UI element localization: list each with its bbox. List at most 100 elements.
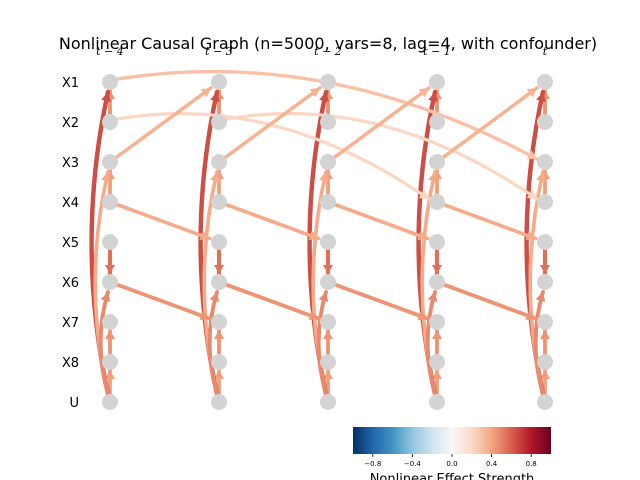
colorbar-tick-label: 0.4 xyxy=(486,460,498,468)
edge-arrowhead xyxy=(319,92,329,102)
edge-arrowhead xyxy=(540,370,550,379)
graph-node xyxy=(211,74,227,90)
edge-arrowhead xyxy=(535,292,546,303)
time-label: t − 1 xyxy=(423,45,451,58)
edge-arrowhead xyxy=(526,87,537,98)
variable-label: X7 xyxy=(62,316,79,331)
edge-arrowhead xyxy=(526,189,537,199)
edge-arrowhead xyxy=(199,230,210,241)
edge-arrowhead xyxy=(418,87,429,98)
graph-node xyxy=(429,394,445,410)
edge-arrowhead xyxy=(105,330,115,339)
graph-node xyxy=(102,194,118,210)
graph-node xyxy=(320,74,336,90)
edge-arrowhead xyxy=(105,370,115,379)
graph-node xyxy=(320,154,336,170)
graph-node xyxy=(102,354,118,370)
edge-arrowhead xyxy=(309,87,320,98)
time-label: t xyxy=(543,45,548,58)
graph-node xyxy=(320,234,336,250)
edge-arrowhead xyxy=(214,330,224,339)
graph-node xyxy=(429,194,445,210)
time-labels: t − 4 t − 3 t − 2 t − 1 t xyxy=(96,45,548,58)
graph-node xyxy=(102,394,118,410)
edge-arrowhead xyxy=(210,172,220,182)
graph-node xyxy=(429,114,445,130)
figure-title: Nonlinear Causal Graph (n=5000, vars=8, … xyxy=(59,34,597,53)
graph-node xyxy=(211,394,227,410)
edge-arrowhead xyxy=(209,292,220,303)
graph-node xyxy=(102,234,118,250)
time-label: t − 2 xyxy=(314,45,342,58)
time-label: t − 3 xyxy=(205,45,233,58)
edge-arrowhead xyxy=(101,92,111,102)
edge-arrowhead xyxy=(101,172,111,182)
graph-node xyxy=(102,314,118,330)
graph-node xyxy=(211,154,227,170)
graph-node xyxy=(537,74,553,90)
edge-arrowhead xyxy=(540,330,550,339)
colorbar-tick-label: 0.0 xyxy=(446,460,457,468)
edge-arrowhead xyxy=(418,189,429,199)
graph-node xyxy=(320,354,336,370)
variable-label: X2 xyxy=(62,116,79,131)
edge-arrowhead xyxy=(100,292,111,303)
colorbar-label: Nonlinear Effect Strength xyxy=(370,472,535,480)
graph-node xyxy=(537,274,553,290)
edge-line xyxy=(223,86,322,160)
graph-node xyxy=(102,154,118,170)
edge-arrowhead xyxy=(214,370,224,379)
edge-line xyxy=(115,282,212,321)
graph-node xyxy=(429,74,445,90)
graph-node xyxy=(211,194,227,210)
edge-line xyxy=(115,202,212,241)
colorbar-gradient xyxy=(353,427,551,454)
variable-label: X3 xyxy=(62,156,79,171)
edge-arrowhead xyxy=(432,330,442,339)
variable-label: X6 xyxy=(62,276,79,291)
edge-line xyxy=(333,202,430,241)
graph-node xyxy=(211,354,227,370)
edge-line xyxy=(333,282,430,321)
graph-node xyxy=(320,274,336,290)
graph-node xyxy=(537,234,553,250)
edge-arrowhead xyxy=(432,265,442,274)
graph-node xyxy=(211,114,227,130)
variable-label: X4 xyxy=(62,196,79,211)
edge-arrowhead xyxy=(199,310,210,321)
colorbar-tick-label: 0.8 xyxy=(526,460,537,468)
graph-node xyxy=(537,114,553,130)
edge-arrowhead xyxy=(323,370,333,379)
edge-arrowhead xyxy=(318,292,329,303)
nodes xyxy=(102,74,553,410)
graph-node xyxy=(537,154,553,170)
variable-label: X8 xyxy=(62,356,79,371)
graph-node xyxy=(320,314,336,330)
graph-node xyxy=(429,314,445,330)
edge-arrowhead xyxy=(526,150,537,160)
variable-label: X5 xyxy=(62,236,79,251)
edge-line xyxy=(332,86,431,160)
edge-line xyxy=(225,111,539,201)
graph-node xyxy=(211,314,227,330)
graph-node xyxy=(537,354,553,370)
edge-arrowhead xyxy=(210,92,220,102)
graph-node xyxy=(211,274,227,290)
edge-line xyxy=(224,202,321,241)
edge-line xyxy=(425,290,437,396)
edge-line xyxy=(316,290,328,396)
graph-node xyxy=(102,274,118,290)
graph-node xyxy=(211,234,227,250)
edge-arrowhead xyxy=(536,172,546,182)
edge-arrowhead xyxy=(432,370,442,379)
variable-label: X1 xyxy=(62,76,79,91)
edge-line xyxy=(116,111,431,201)
edge-arrowhead xyxy=(105,265,115,274)
variable-labels: X1 X2 X3 X4 X5 X6 X7 X8 U xyxy=(62,76,79,411)
graph-node xyxy=(429,354,445,370)
edge-line xyxy=(442,282,538,321)
graph-node xyxy=(102,114,118,130)
edge-arrowhead xyxy=(308,230,319,241)
edge-arrowhead xyxy=(427,292,438,303)
